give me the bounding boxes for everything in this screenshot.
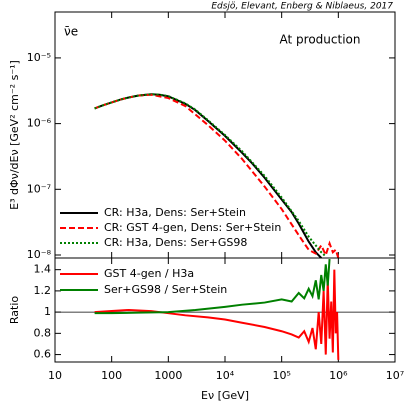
x-axis-label: Eν [GeV]	[201, 389, 249, 402]
plot-area	[94, 258, 340, 360]
series-line	[94, 269, 340, 360]
legend-label: CR: GST 4-gen, Dens: Ser+Stein	[104, 221, 281, 234]
legend-label: CR: H3a, Dens: Ser+GS98	[104, 236, 247, 249]
annotation: At production	[280, 33, 361, 47]
legend-label: CR: H3a, Dens: Ser+Stein	[104, 206, 246, 219]
x-tick-label: 100	[101, 369, 122, 382]
y-tick-label: 1.2	[34, 284, 52, 297]
series-line	[94, 258, 331, 315]
x-tick-label: 10	[48, 369, 62, 382]
panel-label: ν̄e	[64, 25, 78, 39]
y-tick-label: 10⁻⁶	[27, 117, 52, 130]
credit: Edsjö, Elevant, Enberg & Niblaeus, 2017	[211, 2, 393, 12]
y-axis-label: Ratio	[8, 296, 21, 325]
x-tick-label: 10⁵	[272, 369, 290, 382]
y-tick-label: 0.6	[34, 348, 52, 361]
plot-area	[94, 93, 340, 258]
legend-label: Ser+GS98 / Ser+Stein	[104, 283, 227, 296]
x-tick-label: 10⁶	[329, 369, 348, 382]
series-line	[94, 93, 327, 258]
y-tick-label: 1.4	[34, 263, 52, 276]
x-tick-label: 1000	[154, 369, 182, 382]
y-tick-label: 0.8	[34, 326, 52, 339]
legend-label: GST 4-gen / H3a	[104, 267, 194, 280]
x-tick-label: 10⁷	[386, 369, 404, 382]
y-tick-label: 1	[44, 305, 51, 318]
y-tick-label: 10⁻⁷	[27, 182, 51, 195]
series-line	[94, 93, 340, 258]
y-tick-label: 10⁻⁵	[27, 51, 51, 64]
y-axis-label: E³ dΦν/dEν [GeV² cm⁻² s⁻¹]	[8, 60, 21, 210]
y-tick-label: 10⁻⁸	[27, 248, 52, 261]
x-tick-label: 10⁴	[216, 369, 235, 382]
